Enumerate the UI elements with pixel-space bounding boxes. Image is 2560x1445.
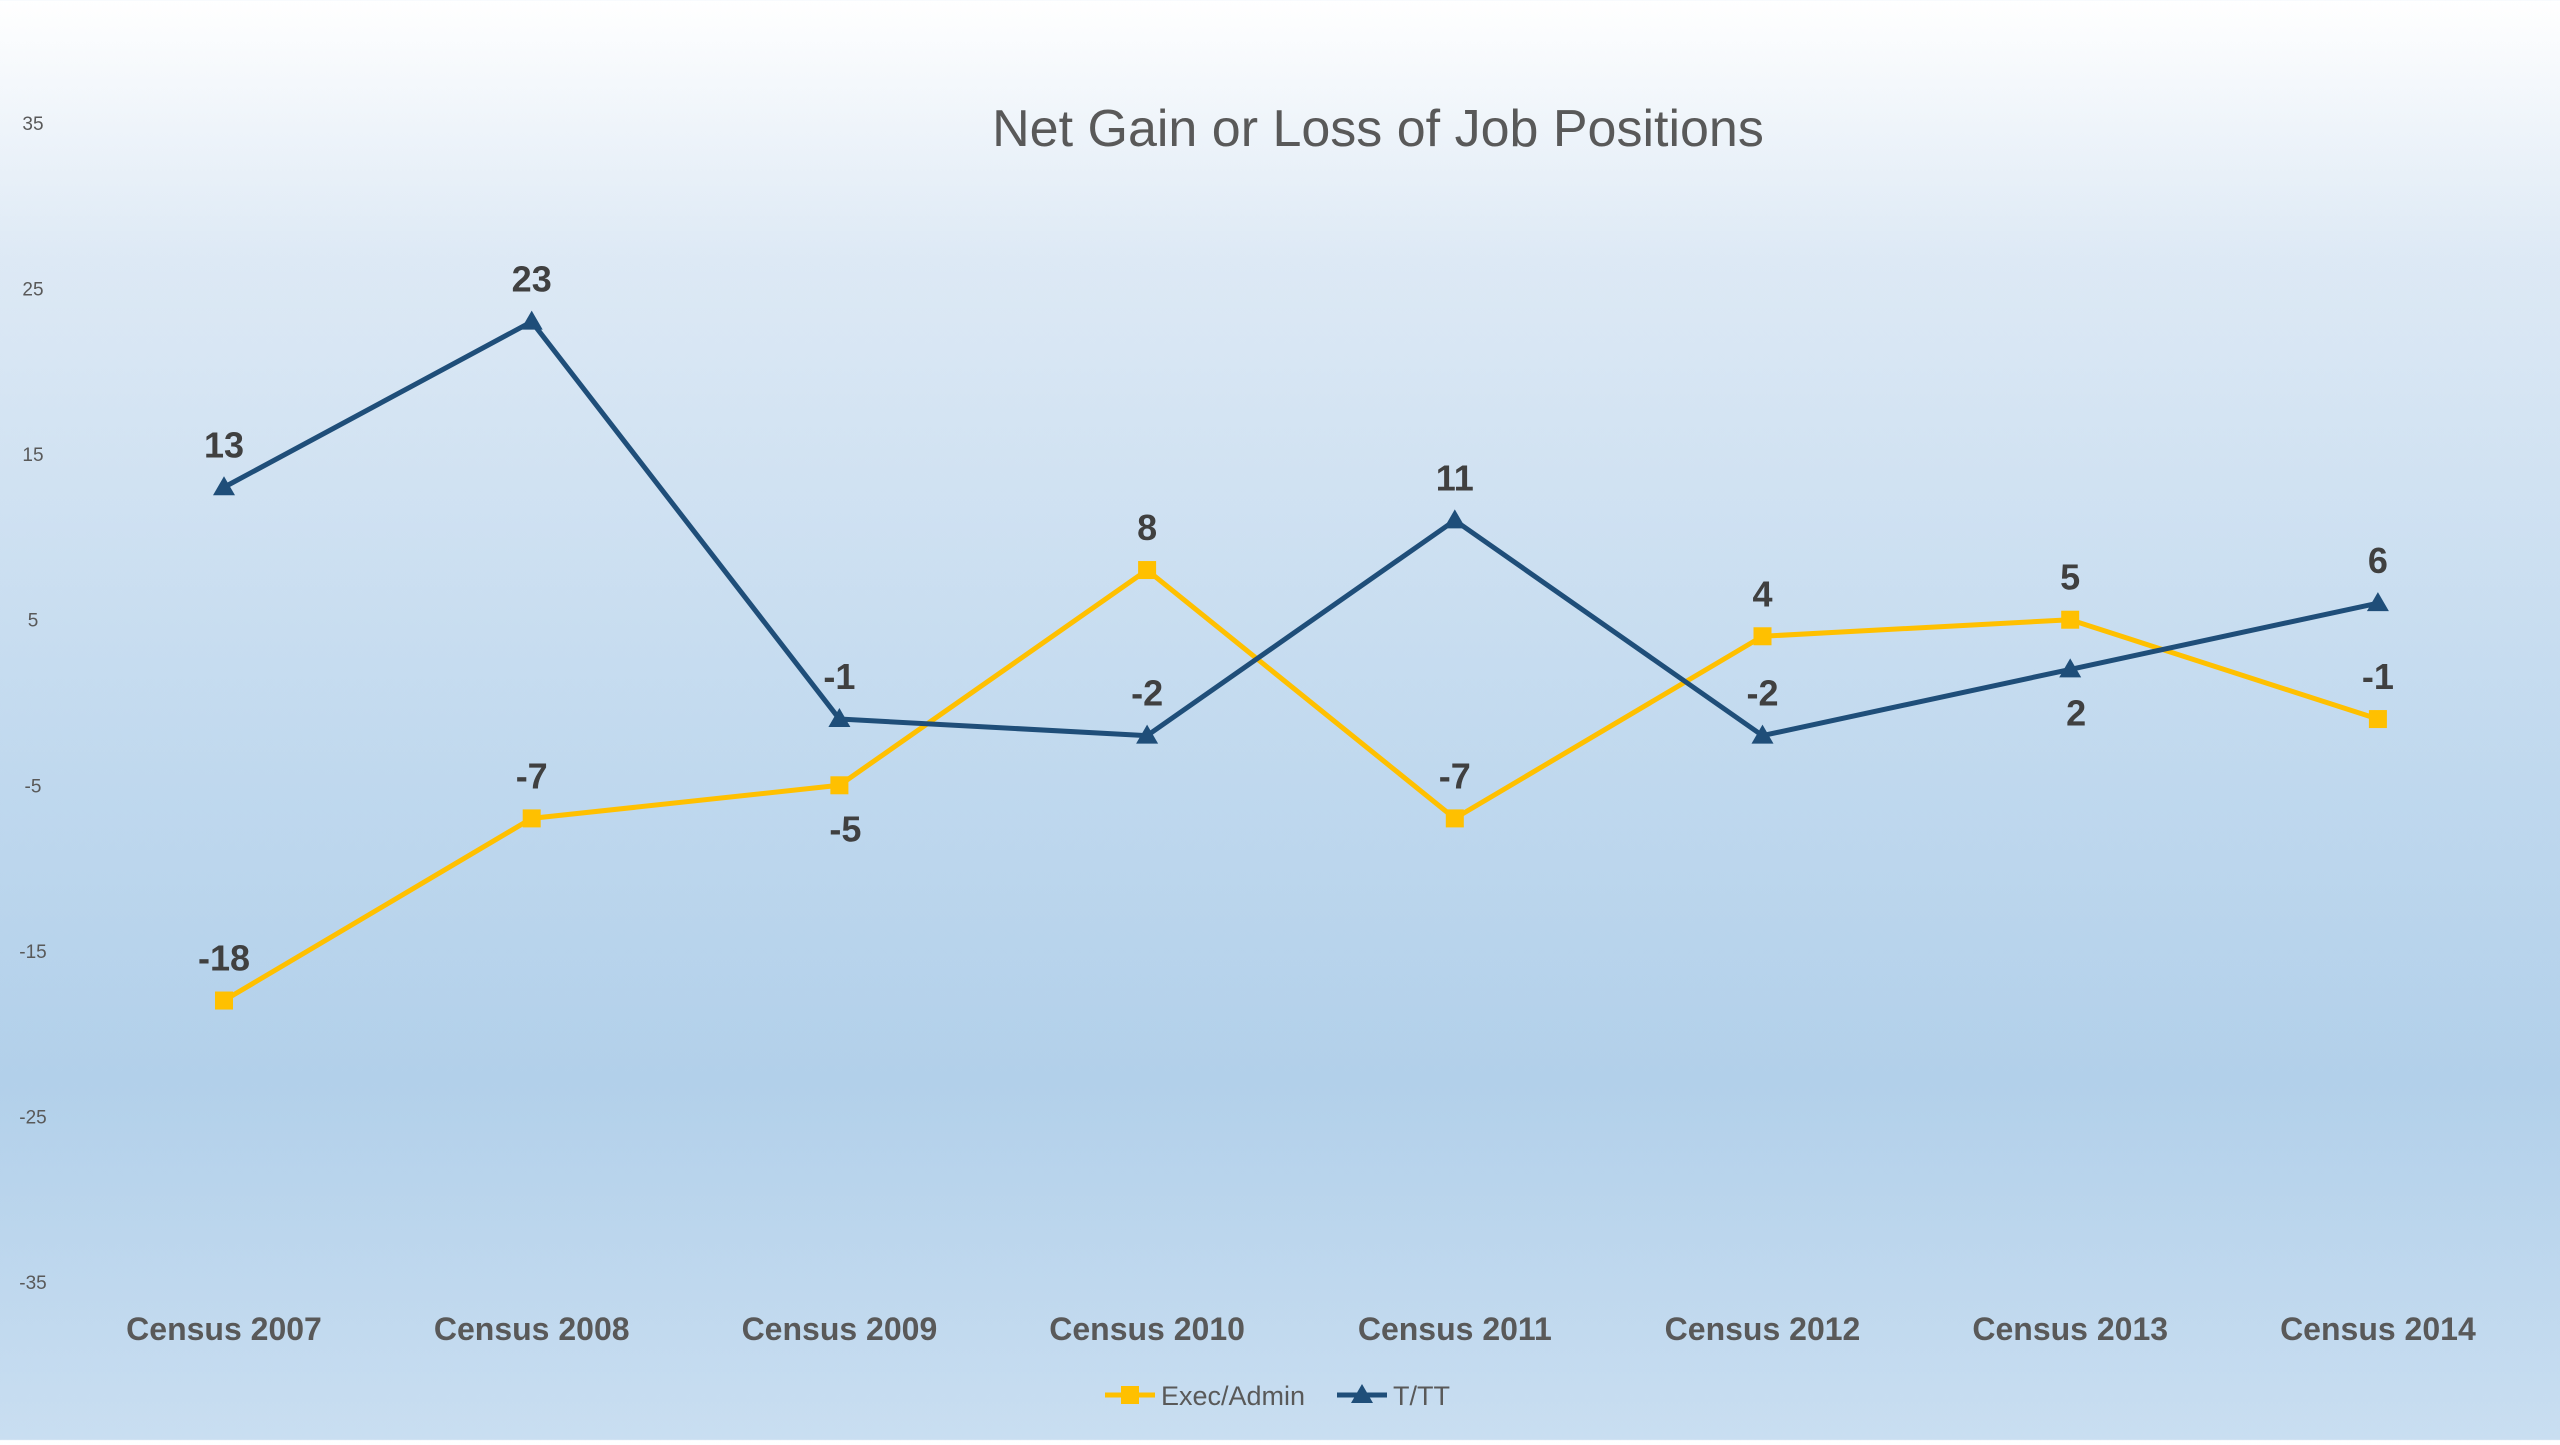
data-point-t-tt (213, 476, 235, 496)
data-label-t-tt: 2 (2066, 692, 2086, 733)
x-tick-label: Census 2013 (1972, 1311, 2168, 1347)
data-labels: -18 -7 -5 8 -7 4 5 -1 13 23 -1 -2 11 -2 2 6 (198, 259, 2394, 979)
data-point-exec-admin (830, 776, 849, 795)
data-point-t-tt (828, 708, 851, 728)
x-tick-label: Census 2011 (1358, 1311, 1552, 1347)
legend-item-exec-admin: Exec/Admin (1105, 1381, 1305, 1411)
x-tick-label: Census 2012 (1665, 1311, 1861, 1347)
series-line-exec-admin (222, 567, 2379, 1003)
series-t-tt (213, 310, 2389, 744)
data-label-t-tt: -1 (823, 656, 855, 697)
y-tick-label: 15 (22, 445, 43, 466)
data-label-exec-admin: 5 (2060, 557, 2080, 598)
x-tick-label: Census 2014 (2280, 1311, 2476, 1347)
data-point-t-tt (1751, 724, 1774, 744)
legend-marker-exec-admin (1121, 1386, 1139, 1404)
data-label-t-tt: 6 (2368, 540, 2388, 581)
series-exec-admin (215, 561, 2387, 1010)
y-tick-label: -15 (19, 942, 46, 963)
data-point-t-tt (1443, 509, 1466, 529)
series-line-t-tt (222, 319, 2379, 739)
data-point-exec-admin (1138, 561, 1157, 580)
legend-label-exec-admin: Exec/Admin (1161, 1381, 1305, 1411)
data-point-exec-admin (522, 809, 541, 828)
data-label-t-tt: -2 (1746, 673, 1778, 714)
data-point-exec-admin (1445, 809, 1464, 828)
data-point-exec-admin (1753, 627, 1772, 646)
x-axis: Census 2007 Census 2008 Census 2009 Census … (126, 1311, 2476, 1347)
data-label-t-tt: 13 (204, 424, 244, 465)
y-tick-label: -35 (19, 1273, 46, 1294)
x-tick-label: Census 2010 (1049, 1311, 1245, 1347)
data-point-t-tt (1136, 724, 1159, 744)
y-tick-label: 5 (28, 611, 39, 632)
x-tick-label: Census 2009 (742, 1311, 938, 1347)
data-label-t-tt: 11 (1436, 457, 1474, 498)
data-label-exec-admin: -7 (516, 755, 548, 796)
y-axis: 35 25 15 5 -5 -15 -25 -35 (19, 114, 46, 1294)
chart-title: Net Gain or Loss of Job Positions (992, 100, 1764, 158)
series-layer (213, 310, 2389, 1010)
data-label-exec-admin: -18 (198, 938, 250, 979)
legend-marker-t-tt (1351, 1384, 1373, 1403)
y-tick-label: -5 (25, 776, 42, 797)
data-label-t-tt: -2 (1131, 673, 1163, 714)
y-tick-label: 35 (22, 114, 43, 135)
x-tick-label: Census 2007 (126, 1311, 322, 1347)
data-point-exec-admin (2368, 710, 2387, 729)
data-point-t-tt (2366, 592, 2389, 612)
legend-item-t-tt: T/TT (1337, 1381, 1450, 1411)
y-tick-label: -25 (19, 1107, 46, 1128)
data-label-exec-admin: 8 (1137, 507, 1157, 548)
legend: Exec/Admin T/TT (1105, 1381, 1450, 1411)
data-label-exec-admin: 4 (1752, 573, 1772, 614)
data-label-exec-admin: -1 (2362, 656, 2394, 697)
data-point-exec-admin (215, 991, 233, 1010)
data-label-t-tt: 23 (512, 259, 552, 300)
data-point-t-tt (520, 310, 543, 330)
y-tick-label: 25 (22, 280, 43, 301)
data-point-exec-admin (2061, 610, 2080, 629)
x-tick-label: Census 2008 (434, 1311, 630, 1347)
data-label-exec-admin: -5 (829, 808, 861, 849)
data-label-exec-admin: -7 (1439, 755, 1471, 796)
legend-label-t-tt: T/TT (1393, 1381, 1450, 1411)
data-point-t-tt (2059, 658, 2082, 678)
